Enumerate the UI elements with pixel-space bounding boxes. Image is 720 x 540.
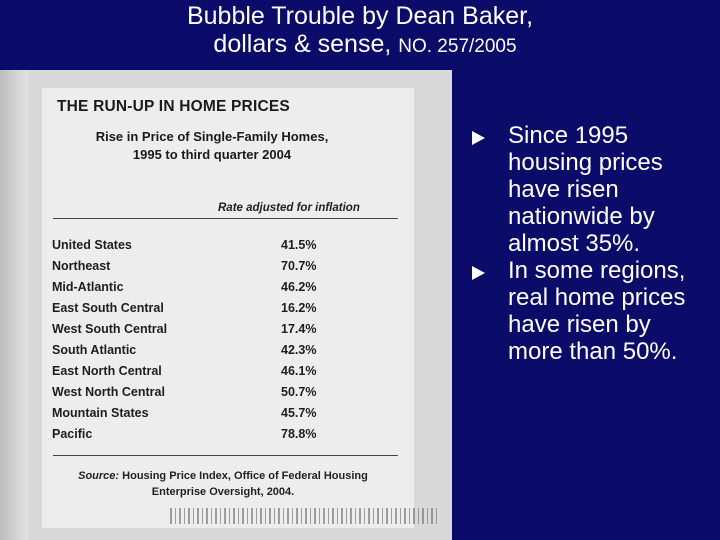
region-value: 50.7% [281,385,317,399]
region-name: Mountain States [52,406,149,420]
divider-top [53,218,398,219]
table-row: Mountain States 45.7% [52,404,332,425]
region-name: United States [52,238,132,252]
region-value: 17.4% [281,322,317,336]
table-row: South Atlantic 42.3% [52,341,332,362]
triangle-bullet-icon [472,266,485,280]
title-line-2: dollars & sense, NO. 257/2005 [0,30,720,61]
table-row: East South Central 16.2% [52,299,332,320]
region-value: 45.7% [281,406,317,420]
region-name: Northeast [52,259,111,273]
region-name: East North Central [52,364,162,378]
slide-title: Bubble Trouble by Dean Baker, dollars & … [0,2,720,61]
bullet-item: Since 1995 housing prices have risen nat… [470,122,710,257]
clipping-subtitle-line-2: 1995 to third quarter 2004 [132,147,292,162]
table-row: West South Central 17.4% [52,320,332,341]
region-name: West South Central [52,322,168,336]
table-row: Pacific 78.8% [52,425,332,446]
bullet-list: Since 1995 housing prices have risen nat… [470,122,710,365]
triangle-bullet-icon [472,131,485,145]
region-name: West North Central [52,385,165,399]
table-row: Northeast 70.7% [52,257,332,278]
bullet-text: Since 1995 housing prices have risen nat… [508,122,663,257]
clipping-panel [42,88,414,528]
print-artifact [170,508,440,524]
table-row: West North Central 50.7% [52,383,332,404]
region-name: South Atlantic [52,343,137,357]
title-line-1: Bubble Trouble by Dean Baker, [186,2,534,30]
region-value: 70.7% [281,259,317,273]
price-table: United States 41.5% Northeast 70.7% Mid-At… [52,236,332,446]
publication-name: dollars & sense, [213,30,392,58]
table-row: East North Central 46.1% [52,362,332,383]
bullet-item: In some regions, real home prices have r… [470,257,710,365]
region-name: East South Central [52,301,164,315]
scanned-clipping-image: THE RUN-UP IN HOME PRICES Rise in Price … [0,70,452,540]
region-value: 41.5% [281,238,317,252]
column-note: Rate adjusted for inflation [218,202,360,214]
scan-edge [0,70,28,540]
source-line-1: Housing Price Index, Office of Federal H… [122,470,368,482]
issue-number: NO. 257/2005 [398,36,517,57]
divider-bottom [53,455,398,456]
source-label: Source: [78,470,120,482]
table-row: United States 41.5% [52,236,332,257]
table-row: Mid-Atlantic 46.2% [52,278,332,299]
region-value: 46.1% [281,364,317,378]
region-value: 42.3% [281,343,317,357]
source-line-2: Enterprise Oversight, 2004. [151,486,295,498]
region-value: 46.2% [281,280,317,294]
clipping-subtitle-line-1: Rise in Price of Single-Family Homes, [95,129,329,144]
source-note: Source: Housing Price Index, Office of F… [58,468,388,500]
region-value: 78.8% [281,427,317,441]
bullet-text: In some regions, real home prices have r… [508,257,686,365]
clipping-title: THE RUN-UP IN HOME PRICES [57,98,290,115]
region-value: 16.2% [281,301,317,315]
region-name: Pacific [52,427,93,441]
clipping-subtitle: Rise in Price of Single-Family Homes, 19… [82,128,342,164]
region-name: Mid-Atlantic [52,280,124,294]
